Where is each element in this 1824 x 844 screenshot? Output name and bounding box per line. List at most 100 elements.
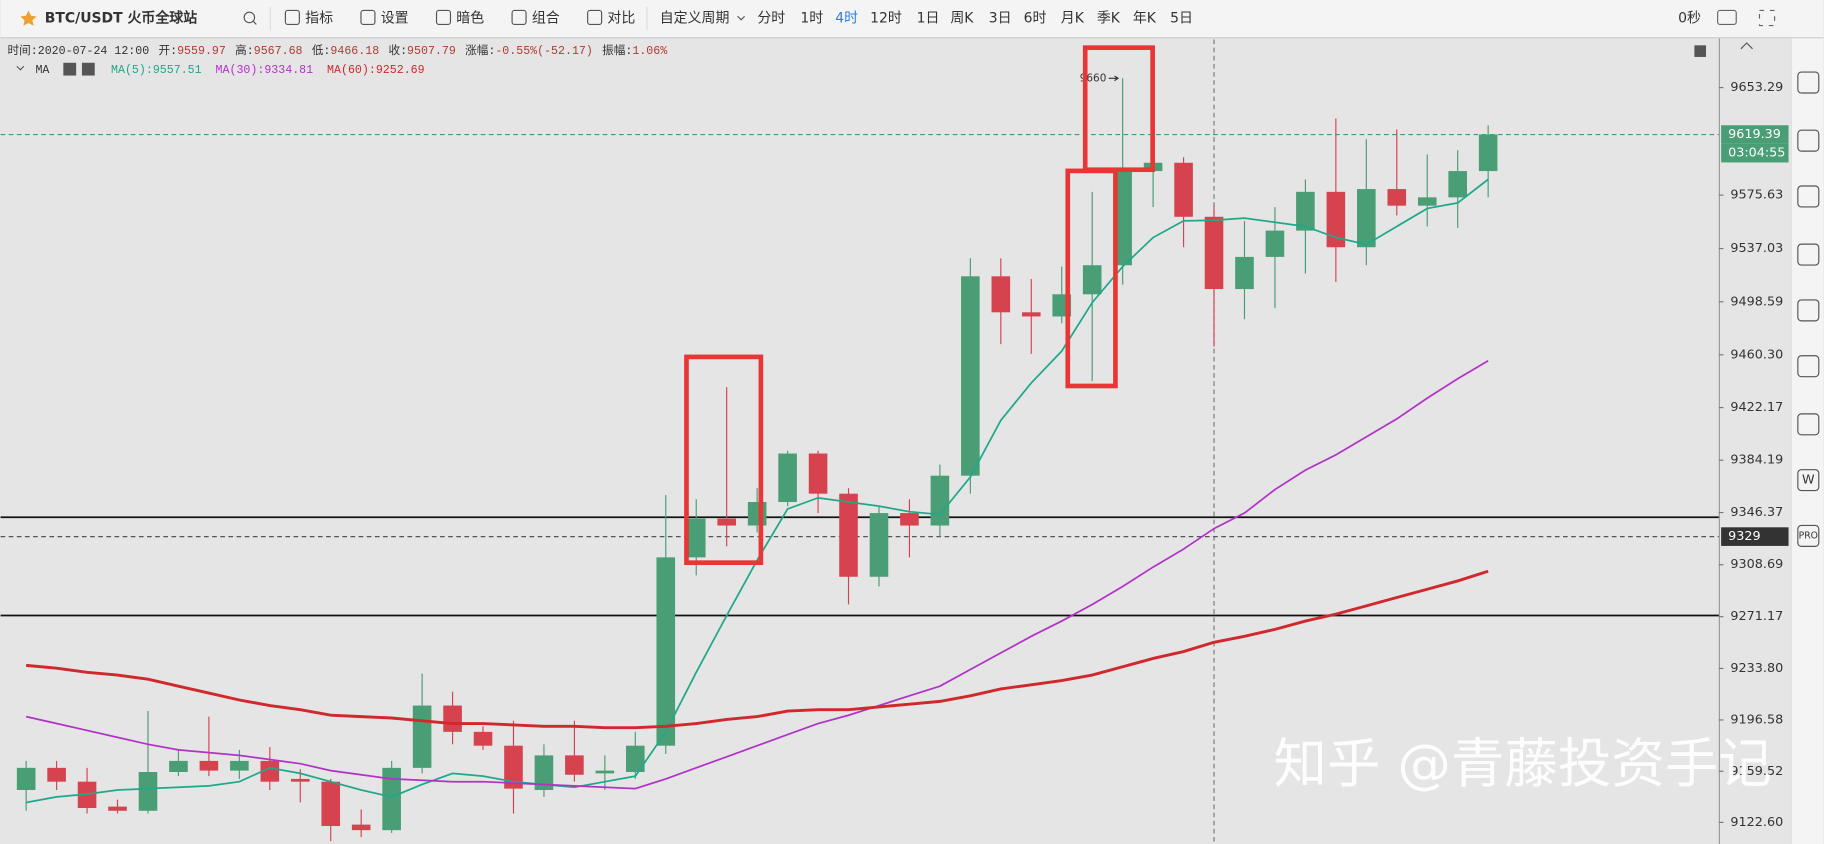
period-button[interactable]: 4时	[835, 11, 858, 27]
candle-body	[382, 767, 401, 831]
legend: MA(5):9557.51 MA(30):9334.81 MA(60):9252.6…	[111, 64, 425, 77]
candle-body	[565, 755, 584, 775]
candle-body	[260, 760, 280, 782]
star-icon[interactable]	[20, 10, 37, 26]
info-item: 9567.68	[254, 45, 303, 58]
tool-button[interactable]: 指标	[305, 11, 333, 27]
custom-period[interactable]: 自定义周期	[660, 11, 730, 27]
tool-icon[interactable]	[284, 9, 300, 25]
tool-icon[interactable]	[587, 9, 603, 25]
sidebar	[1790, 38, 1824, 844]
indicator-name[interactable]: MA	[35, 64, 49, 77]
ma-line	[25, 178, 1489, 804]
period-button[interactable]: 分时	[757, 11, 785, 27]
period-button[interactable]: 季K	[1097, 11, 1121, 27]
indicator-close-icon[interactable]	[81, 62, 95, 76]
candle-body	[1417, 197, 1437, 206]
plot: 9653.29 9575.63 9537.03 9498.59 9460.30 9422.…	[0, 39, 1789, 844]
candle-body	[321, 781, 341, 826]
sidebar-icon[interactable]	[1797, 71, 1820, 94]
sidebar-label[interactable]: W	[1802, 473, 1815, 488]
price-tag	[1721, 527, 1789, 546]
sidebar-icon[interactable]	[1797, 243, 1820, 266]
search-icon	[252, 20, 257, 25]
candle-body	[656, 557, 676, 746]
info-item: 1.06%	[632, 45, 667, 58]
y-tick-label: 9653.29	[1730, 80, 1783, 95]
tool-button[interactable]: 对比	[607, 11, 635, 27]
y-tick-label: 9159.52	[1730, 764, 1783, 779]
settings-icon[interactable]	[1694, 45, 1707, 57]
y-tick-label: 9537.03	[1730, 241, 1783, 256]
sidebar-icon[interactable]	[1797, 185, 1820, 208]
period-button[interactable]: 周K	[950, 11, 974, 27]
tool-button[interactable]: 设置	[381, 11, 409, 27]
candle-body	[747, 501, 767, 526]
period-button[interactable]: 1时	[800, 11, 823, 27]
sidebar-label[interactable]: PRO	[1799, 530, 1818, 541]
sidebar-icon[interactable]	[1797, 524, 1820, 547]
period-button[interactable]: 5日	[1170, 11, 1193, 27]
candle-body	[1021, 312, 1041, 317]
period-button[interactable]: 6时	[1024, 11, 1047, 27]
tool-button[interactable]: 组合	[532, 11, 560, 27]
info-item: 低:	[312, 44, 331, 58]
y-tick-label: 9196.58	[1730, 712, 1783, 727]
candle-body	[473, 731, 493, 746]
candle-body	[199, 760, 219, 771]
sidebar-icon[interactable]	[1797, 413, 1820, 436]
dropdown-icon[interactable]	[737, 15, 746, 21]
y-tick-label: 9122.60	[1730, 815, 1783, 830]
collapse-icon[interactable]	[1740, 42, 1753, 50]
legend-name: MA(5):	[111, 64, 153, 77]
tool-icon[interactable]	[360, 9, 376, 25]
fullscreen-icon[interactable]	[1758, 9, 1776, 27]
legend-value: 9557.51	[153, 64, 202, 77]
symbol[interactable]: BTC/USDT 火币全球站	[45, 10, 197, 27]
info-item: -0.55%(-52.17)	[495, 45, 593, 58]
indicator-settings-icon[interactable]	[63, 62, 77, 76]
info-item: 收:	[388, 43, 407, 58]
candle-body	[900, 513, 919, 526]
search-icon[interactable]	[243, 11, 256, 24]
timer[interactable]: 0秒	[1678, 11, 1701, 27]
camera-icon[interactable]	[1717, 9, 1737, 25]
y-tick-label: 9498.59	[1730, 294, 1783, 309]
period-button[interactable]: 月K	[1061, 11, 1085, 27]
info-item: 开:	[159, 45, 178, 58]
candle-body	[138, 771, 158, 811]
period-button[interactable]: 3日	[989, 11, 1012, 27]
candle-body	[169, 760, 188, 772]
high-marker-arrow	[1108, 75, 1120, 82]
period-button[interactable]: 1日	[917, 11, 940, 27]
candle-body	[991, 276, 1011, 313]
period-button[interactable]: 年K	[1133, 11, 1157, 27]
y-tick-label: 9346.37	[1730, 505, 1783, 520]
info-item: 9507.79	[407, 45, 456, 58]
tool-icon[interactable]	[435, 9, 452, 25]
candle-body	[1235, 256, 1254, 290]
candle-body	[595, 770, 615, 774]
sidebar-icon[interactable]	[1797, 129, 1820, 152]
sidebar-icon[interactable]	[1797, 299, 1820, 322]
info-item: 2020-07-24 12:00	[38, 45, 150, 58]
tool-button[interactable]: 暗色	[456, 10, 484, 27]
chevron-icon[interactable]	[16, 65, 25, 71]
sidebar-icon[interactable]	[1797, 469, 1820, 492]
highlight-box	[1082, 45, 1155, 173]
period-button[interactable]: 12时	[870, 11, 902, 27]
candle-body	[1448, 171, 1467, 198]
watermark: 知乎 @青藤投资手记	[1274, 732, 1772, 795]
candle-body	[1265, 230, 1285, 257]
candle-body	[1387, 189, 1407, 206]
candle-body	[930, 475, 950, 526]
candle-body	[1082, 265, 1102, 295]
tool-icon[interactable]	[511, 9, 527, 25]
candle-body	[839, 493, 858, 577]
info-item: 高:	[235, 43, 254, 58]
candle-body	[443, 705, 462, 732]
candle-body	[108, 806, 127, 811]
sidebar-icon[interactable]	[1797, 355, 1820, 378]
